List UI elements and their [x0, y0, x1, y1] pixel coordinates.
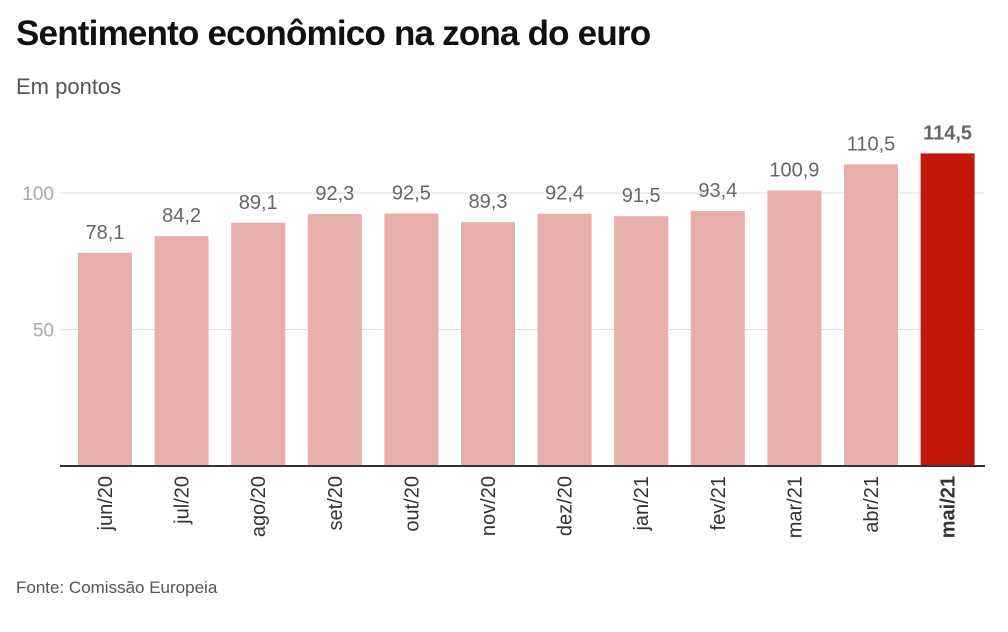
- value-labels: 78,1 84,2 89,1 92,3 92,5 89,3 92,4 91,5 93,4 100,…: [86, 122, 973, 243]
- value-label: 89,1: [239, 192, 278, 214]
- bar: [384, 213, 439, 466]
- category-label: nov/20: [478, 476, 500, 536]
- value-label: 92,3: [315, 183, 354, 205]
- value-label: 91,5: [622, 185, 661, 207]
- category-label: ago/20: [248, 476, 270, 537]
- bar: [614, 216, 669, 466]
- value-label: 89,3: [469, 191, 508, 213]
- bar: [690, 211, 745, 466]
- value-label: 84,2: [162, 205, 201, 227]
- chart-title: Sentimento econômico na zona do euro: [16, 14, 651, 53]
- category-label: dez/20: [555, 476, 577, 536]
- value-label: 93,4: [698, 180, 737, 202]
- category-label: out/20: [401, 476, 423, 532]
- bar: [154, 236, 209, 466]
- chart-subtitle: Em pontos: [16, 74, 122, 99]
- source-note: Fonte: Comissão Europeia: [16, 578, 218, 597]
- bars: [78, 153, 975, 467]
- bar: [537, 213, 592, 466]
- category-label: jan/21: [631, 476, 653, 532]
- value-label: 100,9: [769, 160, 819, 182]
- category-label: mar/21: [784, 476, 806, 538]
- value-label: 92,5: [392, 182, 431, 204]
- category-labels: jun/20 jul/20 ago/20 set/20 out/20 nov/20 dez/…: [95, 476, 960, 538]
- bar: [307, 214, 362, 466]
- bar: [844, 164, 898, 466]
- category-label: fev/21: [708, 476, 730, 530]
- y-tick-label: 50: [33, 321, 54, 342]
- value-label: 114,5: [923, 122, 972, 144]
- bar-chart: 50 100 78,1 84,2 89,1 92,3 92,5 89,3 92,4 91,5 93…: [22, 122, 985, 538]
- bar: [461, 222, 515, 466]
- category-label: abr/21: [861, 476, 883, 533]
- category-label: mai/21: [938, 476, 960, 538]
- bar: [231, 222, 286, 466]
- value-label: 110,5: [847, 133, 896, 155]
- category-label: set/20: [325, 476, 347, 530]
- bar: [920, 153, 975, 467]
- grid-lines: 50 100: [22, 184, 985, 342]
- bar: [767, 190, 822, 466]
- category-label: jun/20: [95, 476, 117, 532]
- bar: [78, 252, 132, 466]
- category-label: jul/20: [172, 476, 194, 525]
- value-label: 92,4: [545, 183, 584, 205]
- y-tick-label: 100: [22, 184, 54, 205]
- value-label: 78,1: [86, 222, 125, 244]
